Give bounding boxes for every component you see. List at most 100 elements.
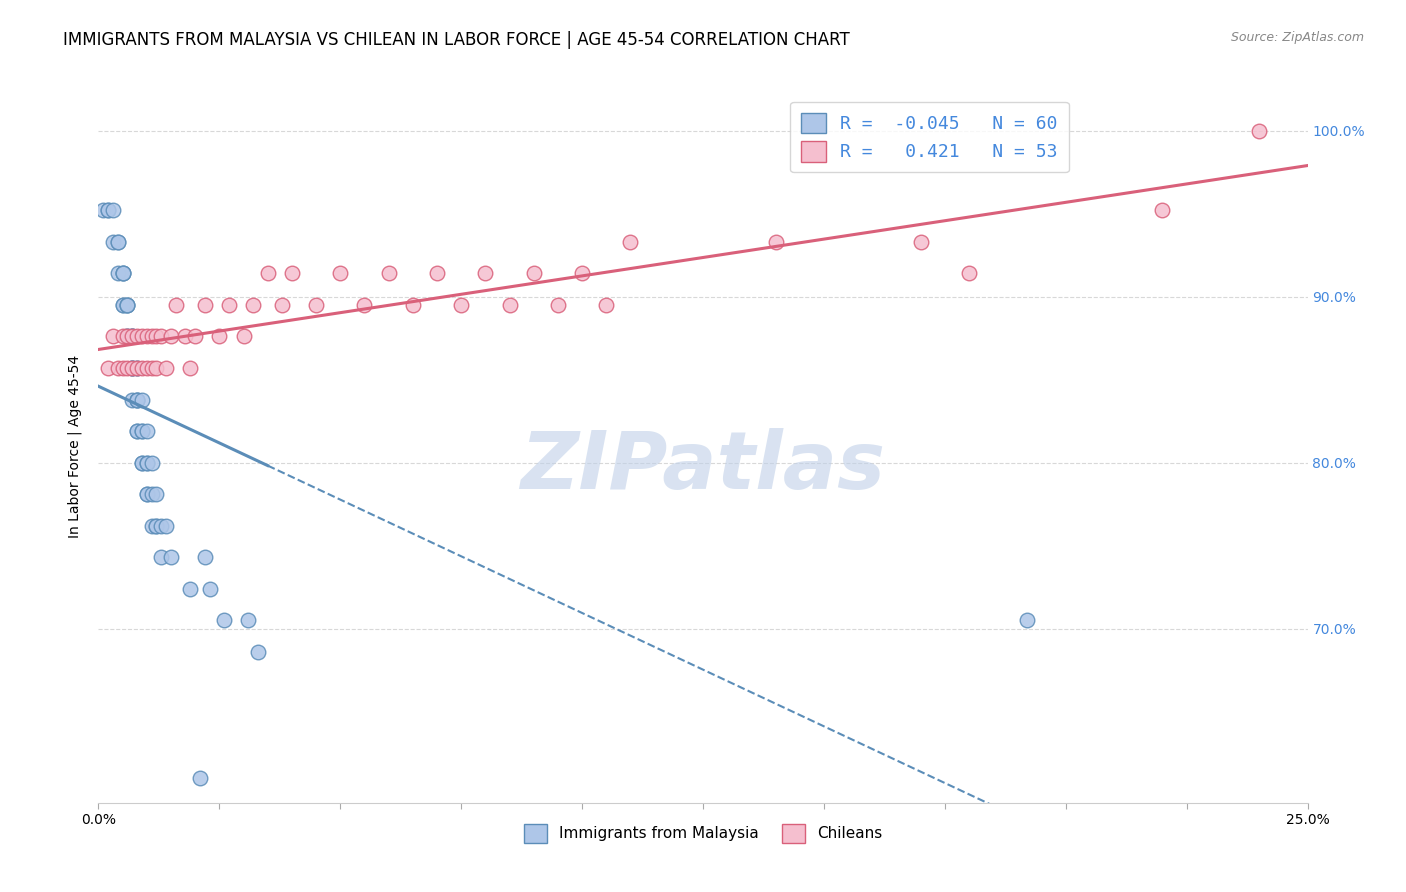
Point xyxy=(179,361,201,376)
Point xyxy=(194,550,217,565)
Point xyxy=(426,267,449,281)
Point xyxy=(117,329,139,343)
Point xyxy=(160,329,183,343)
Point xyxy=(117,361,139,376)
Point xyxy=(910,235,932,249)
Point xyxy=(523,267,546,281)
Point xyxy=(117,298,139,312)
Point xyxy=(150,550,173,565)
Point xyxy=(619,235,641,249)
Point xyxy=(107,361,129,376)
Point xyxy=(256,267,278,281)
Point xyxy=(107,267,129,281)
Point xyxy=(150,329,173,343)
Point xyxy=(135,329,157,343)
Point xyxy=(127,424,149,438)
Point xyxy=(121,329,143,343)
Point xyxy=(402,298,425,312)
Point xyxy=(111,298,134,312)
Point xyxy=(957,267,980,281)
Point xyxy=(131,424,153,438)
Point xyxy=(121,361,143,376)
Point xyxy=(127,392,149,407)
Point xyxy=(160,550,183,565)
Point xyxy=(127,424,149,438)
Point xyxy=(194,298,217,312)
Point xyxy=(135,456,157,470)
Point xyxy=(145,487,167,501)
Point xyxy=(121,329,143,343)
Point xyxy=(127,392,149,407)
Point xyxy=(141,329,163,343)
Point xyxy=(127,361,149,376)
Point xyxy=(571,267,593,281)
Point xyxy=(450,298,472,312)
Point xyxy=(107,235,129,249)
Y-axis label: In Labor Force | Age 45-54: In Labor Force | Age 45-54 xyxy=(67,354,83,538)
Point xyxy=(91,203,114,218)
Point xyxy=(135,487,157,501)
Point xyxy=(155,361,177,376)
Point xyxy=(145,518,167,533)
Point xyxy=(353,298,375,312)
Point xyxy=(145,361,167,376)
Point xyxy=(474,267,496,281)
Text: Source: ZipAtlas.com: Source: ZipAtlas.com xyxy=(1230,31,1364,45)
Point xyxy=(498,298,520,312)
Point xyxy=(179,582,201,596)
Point xyxy=(238,613,260,627)
Point xyxy=(212,613,235,627)
Point xyxy=(1249,124,1271,138)
Point xyxy=(271,298,294,312)
Point xyxy=(97,361,120,376)
Point xyxy=(765,235,787,249)
Point xyxy=(184,329,207,343)
Point xyxy=(131,361,153,376)
Point xyxy=(111,267,134,281)
Point xyxy=(281,267,304,281)
Point xyxy=(117,298,139,312)
Point xyxy=(117,329,139,343)
Point xyxy=(1152,203,1174,218)
Point xyxy=(121,361,143,376)
Point xyxy=(127,329,149,343)
Legend: Immigrants from Malaysia, Chileans: Immigrants from Malaysia, Chileans xyxy=(517,818,889,848)
Point xyxy=(131,392,153,407)
Point xyxy=(131,456,153,470)
Point xyxy=(242,298,264,312)
Text: ZIPatlas: ZIPatlas xyxy=(520,428,886,507)
Point xyxy=(145,329,167,343)
Point xyxy=(141,487,163,501)
Text: IMMIGRANTS FROM MALAYSIA VS CHILEAN IN LABOR FORCE | AGE 45-54 CORRELATION CHART: IMMIGRANTS FROM MALAYSIA VS CHILEAN IN L… xyxy=(63,31,851,49)
Point xyxy=(155,518,177,533)
Point xyxy=(208,329,231,343)
Point xyxy=(218,298,240,312)
Point xyxy=(121,392,143,407)
Point xyxy=(247,645,270,659)
Point xyxy=(377,267,399,281)
Point xyxy=(127,361,149,376)
Point xyxy=(97,203,120,218)
Point xyxy=(145,518,167,533)
Point xyxy=(121,329,143,343)
Point xyxy=(131,456,153,470)
Point xyxy=(111,267,134,281)
Point xyxy=(135,424,157,438)
Point xyxy=(188,771,211,785)
Point xyxy=(150,518,173,533)
Point xyxy=(117,329,139,343)
Point xyxy=(232,329,254,343)
Point xyxy=(141,456,163,470)
Point xyxy=(165,298,187,312)
Point xyxy=(97,203,120,218)
Point xyxy=(111,298,134,312)
Point xyxy=(198,582,221,596)
Point xyxy=(174,329,197,343)
Point xyxy=(135,487,157,501)
Point xyxy=(141,518,163,533)
Point xyxy=(595,298,617,312)
Point xyxy=(127,361,149,376)
Point xyxy=(101,329,124,343)
Point xyxy=(101,235,124,249)
Point xyxy=(305,298,328,312)
